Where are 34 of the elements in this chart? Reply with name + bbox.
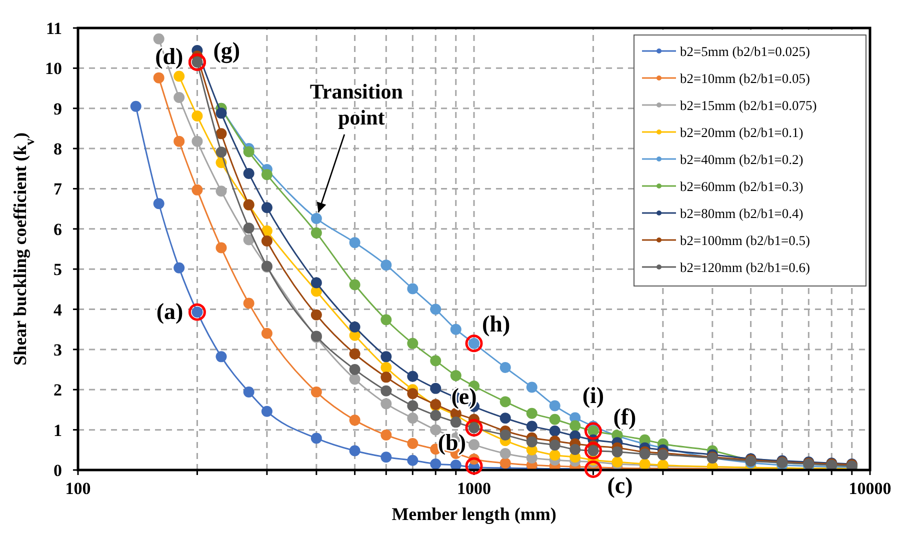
- y-tick-label: 5: [54, 260, 62, 280]
- annotation: (h): [482, 311, 510, 336]
- x-tick-label: 1000: [457, 479, 491, 498]
- y-tick-label: 3: [54, 340, 62, 360]
- legend-label: b2=100mm (b2/b1=0.5): [680, 233, 810, 248]
- legend-label: b2=40mm (b2/b1=0.2): [680, 152, 804, 167]
- y-tick-label: 10: [45, 59, 62, 78]
- annotation: (d): [155, 44, 184, 70]
- y-tick-label: 11: [46, 19, 62, 38]
- x-tick-label: 10000: [848, 479, 892, 498]
- annotation: (g): [213, 38, 240, 64]
- legend-label: b2=120mm (b2/b1=0.6): [680, 260, 810, 275]
- y-tick-label: 0: [54, 461, 62, 480]
- y-tick-label: 4: [54, 300, 62, 320]
- y-tick-label: 7: [54, 180, 62, 199]
- y-tick-label: 1: [54, 420, 62, 440]
- legend-label: b2=5mm (b2/b1=0.025): [680, 44, 810, 59]
- legend-label: b2=20mm (b2/b1=0.1): [680, 125, 804, 140]
- annotation: (f): [613, 404, 636, 430]
- legend-label: b2=15mm (b2/b1=0.075): [680, 98, 817, 113]
- annotation: (c): [607, 473, 633, 498]
- annotation: (a): [156, 299, 184, 324]
- legend-label: b2=10mm (b2/b1=0.05): [680, 71, 810, 86]
- annotation: (i): [582, 383, 604, 408]
- legend-label: b2=80mm (b2/b1=0.4): [680, 206, 804, 221]
- x-axis-title: Member length (mm): [392, 504, 556, 524]
- y-tick-label: 6: [54, 220, 62, 239]
- y-tick-label: 2: [54, 380, 62, 400]
- x-tick-label: 100: [65, 479, 91, 498]
- annotation: (b): [438, 430, 466, 455]
- legend-label: b2=60mm (b2/b1=0.3): [680, 179, 804, 194]
- annotation: Transition point: [310, 79, 404, 130]
- y-tick-label: 9: [54, 99, 62, 118]
- y-tick-label: 8: [54, 140, 62, 159]
